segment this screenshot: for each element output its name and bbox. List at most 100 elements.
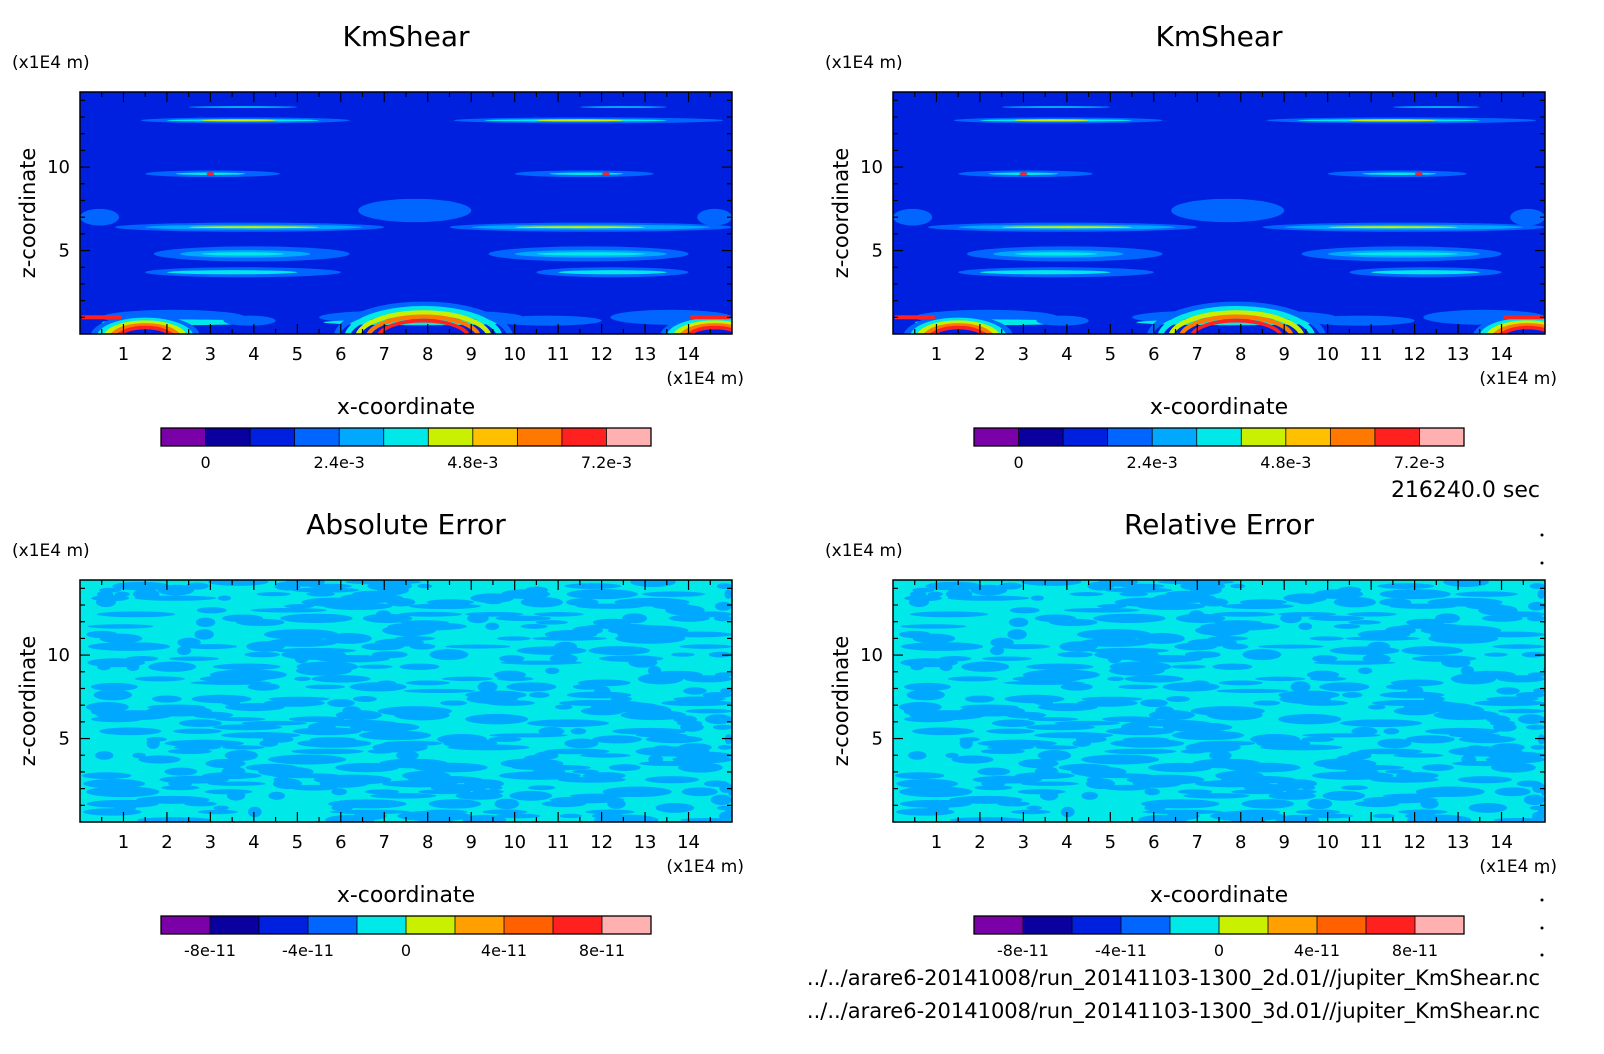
- field-blob: [614, 597, 690, 607]
- field-blob: [309, 737, 357, 742]
- field-blob: [1306, 670, 1340, 680]
- y-tick-label: 5: [59, 729, 70, 750]
- x-tick-label: 1: [118, 832, 129, 853]
- field-blob: [1362, 653, 1391, 664]
- x-tick-label: 12: [1403, 832, 1426, 853]
- field-blob: [961, 661, 1010, 672]
- field-speck: [690, 315, 731, 320]
- field-blob: [114, 591, 130, 597]
- colorbar-swatch: [472, 428, 518, 446]
- field-blob: [965, 695, 995, 703]
- y-axis-label: z-coordinate: [16, 148, 40, 279]
- field-blob: [538, 726, 565, 736]
- field-arc: [1157, 306, 1315, 334]
- field-blob: [1465, 670, 1516, 679]
- field-band: [1349, 252, 1459, 256]
- field-blob: [647, 665, 662, 676]
- field-blob: [580, 753, 631, 758]
- field-blob: [280, 613, 353, 623]
- field-blob: [1411, 655, 1477, 662]
- field-blob: [1460, 665, 1475, 676]
- colorbar-swatch: [406, 916, 456, 934]
- field-blob: [585, 809, 635, 815]
- field-blob: [495, 813, 541, 819]
- x-tick-label: 8: [1235, 832, 1246, 853]
- field-blob: [1008, 617, 1029, 628]
- colorbar-tick-label: 0: [401, 941, 411, 960]
- field-blob: [608, 764, 641, 771]
- field-blob: [482, 809, 528, 815]
- field-blob: [1348, 620, 1382, 625]
- field-blob: [195, 617, 216, 628]
- field-blob: [1026, 805, 1042, 811]
- field-blob: [1253, 700, 1280, 706]
- field-blob: [671, 652, 695, 657]
- colorbar-tick-label: 7.2e-3: [1394, 453, 1445, 472]
- field-blob: [592, 618, 632, 626]
- field-blob: [908, 751, 927, 760]
- field-band: [492, 315, 602, 326]
- field-blob: [894, 772, 945, 779]
- field-blob: [1028, 717, 1079, 722]
- field-blob: [1200, 622, 1280, 631]
- field-blob: [244, 651, 281, 658]
- field-blob: [138, 755, 181, 764]
- x-tick-label: 14: [1490, 344, 1513, 365]
- field-blob: [901, 642, 984, 651]
- field-blob: [90, 682, 138, 691]
- field-blob: [1530, 745, 1545, 750]
- field-blob: [544, 748, 610, 755]
- field-blob: [1529, 583, 1545, 590]
- field-blob: [331, 788, 347, 796]
- colorbar-swatch: [1219, 916, 1269, 934]
- colorbar-tick-label: 4.8e-3: [1260, 453, 1311, 472]
- field-blob: [1166, 695, 1190, 703]
- field-blob: [377, 680, 397, 686]
- field-blob: [1081, 754, 1160, 765]
- field-blob: [1189, 610, 1204, 619]
- field-blob: [945, 752, 959, 759]
- field-arc: [917, 320, 1000, 334]
- colorbar-tick-label: 8e-11: [1392, 941, 1438, 960]
- field-blob: [703, 780, 729, 787]
- field-blob: [710, 794, 732, 806]
- x-tick-label: 10: [1316, 344, 1339, 365]
- field-band: [1171, 198, 1285, 223]
- field-blob: [1118, 684, 1159, 690]
- field-blob: [909, 590, 927, 598]
- field-blob: [554, 641, 578, 652]
- colorbar-swatch: [455, 916, 505, 934]
- field-arc: [111, 323, 180, 334]
- field-blob: [1340, 719, 1423, 728]
- field-blob: [991, 719, 1036, 727]
- field-band: [1327, 226, 1459, 229]
- y-tick-label: 5: [872, 241, 883, 262]
- field-blob: [213, 663, 281, 670]
- field-arc: [1493, 323, 1545, 334]
- x-tick-label: 3: [1018, 832, 1029, 853]
- x-tick-label: 8: [1235, 344, 1246, 365]
- field-blob: [266, 638, 338, 647]
- field-blob: [1109, 661, 1172, 673]
- field-blob: [945, 588, 973, 600]
- field-blob: [1347, 751, 1372, 760]
- field-blob: [520, 623, 548, 629]
- x-tick-label: 7: [1192, 832, 1203, 853]
- field-blob: [1377, 738, 1412, 749]
- field-blob: [1142, 809, 1224, 815]
- field-blob: [1057, 651, 1094, 658]
- x-tick-label: 1: [931, 344, 942, 365]
- field-blob: [316, 719, 397, 727]
- x-tick-label: 9: [465, 832, 476, 853]
- field-blob: [1098, 580, 1138, 587]
- field-blob: [1290, 681, 1311, 693]
- field-blob: [1537, 809, 1545, 815]
- field-blob: [712, 724, 732, 730]
- colorbar-swatch: [1152, 428, 1198, 446]
- field-blob: [268, 696, 330, 702]
- x-tick-label: 5: [292, 344, 303, 365]
- field-blob: [1241, 799, 1295, 809]
- field-blob: [1491, 743, 1525, 752]
- time-label: 216240.0 sec: [1391, 478, 1540, 503]
